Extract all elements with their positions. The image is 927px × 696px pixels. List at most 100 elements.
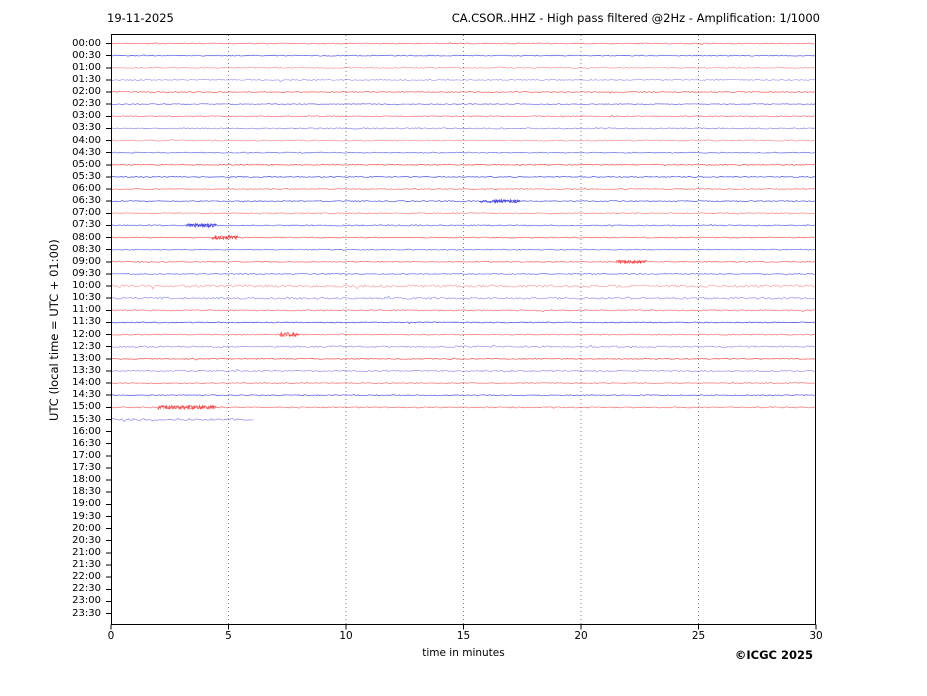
trace-row-04-00 [110,138,817,142]
trace-row-07-00 [110,212,817,216]
trace-row-01-30 [110,78,817,83]
y-tick-label: 16:00 [72,425,101,437]
x-tick-label: 10 [339,630,353,642]
trace-row-06-30 [110,199,817,203]
trace-row-09-30 [110,272,817,276]
y-tick-label: 20:00 [72,522,101,534]
y-tick-label: 21:00 [72,546,101,558]
y-tick-label: 11:30 [72,316,101,328]
trace-row-01-00 [110,66,817,70]
trace-row-14-00 [110,381,817,385]
trace-row-00-30 [110,54,817,57]
y-tick-label: 03:30 [72,122,101,134]
event-burst [185,222,217,229]
y-tick-label: 23:00 [72,595,101,607]
y-tick-label: 12:30 [72,340,101,352]
y-tick-label: 05:00 [72,158,101,170]
y-tick-label: 06:00 [72,183,101,194]
event-burst [157,404,217,411]
y-tick-label: 22:30 [72,583,101,595]
y-tick-label: 02:30 [72,98,101,110]
y-tick-label: 11:00 [72,304,101,316]
trace-row-10-30 [110,295,817,301]
trace-row-12-00 [110,332,817,337]
trace-row-05-30 [110,175,817,179]
trace-row-02-00 [110,91,817,94]
event-burst [279,331,300,338]
x-tick-label: 15 [456,630,471,642]
trace-row-04-30 [110,151,817,154]
y-tick-label: 15:30 [72,413,101,425]
x-tick-label: 0 [107,630,115,642]
trace-row-13-30 [110,368,817,373]
x-tick-label: 5 [225,630,232,642]
trace-row-15-30 [110,417,254,423]
y-tick-label: 07:30 [72,219,101,231]
y-tick-label: 16:30 [72,437,101,449]
y-tick-label: 04:30 [72,146,101,158]
y-tick-label: 01:30 [72,73,101,85]
trace-row-02-30 [110,102,817,106]
x-tick-label: 20 [574,630,588,642]
y-tick-label: 12:00 [72,328,101,340]
trace-row-00-00 [110,42,817,46]
y-tick-label: 05:30 [72,170,101,182]
y-tick-label: 01:00 [72,61,101,73]
y-tick-label: 22:00 [72,571,101,583]
date-label: 19-11-2025 [107,11,174,25]
y-tick-label: 06:30 [72,195,101,207]
trace-row-09-00 [110,260,817,264]
y-tick-label: 13:30 [72,365,101,376]
y-tick-label: 18:00 [72,474,101,486]
y-tick-label: 10:30 [72,292,101,304]
y-axis-tick-labels: 00:00 00:30 01:00 01:30 02:00 02:30 03:00 03:30… [0,0,104,696]
trace-row-12-30 [110,344,817,349]
y-tick-label: 07:00 [72,207,101,219]
chart-title: CA.CSOR..HHZ - High pass filtered @2Hz -… [451,11,820,25]
trace-row-03-00 [110,114,817,118]
x-tick-label: 25 [691,630,706,642]
x-axis-title: time in minutes [422,647,505,659]
y-tick-label: 20:30 [72,534,101,546]
y-tick-label: 09:30 [72,267,101,279]
trace-row-11-30 [110,321,817,325]
y-tick-label: 14:30 [72,389,101,401]
seismogram-traces [110,42,817,423]
y-tick-label: 13:00 [72,352,101,364]
y-tick-label: 17:00 [72,449,101,461]
y-tick-label: 02:00 [72,86,101,97]
y-tick-label: 08:00 [72,231,101,243]
trace-row-11-00 [110,309,817,313]
y-tick-label: 19:30 [72,510,101,522]
y-tick-label: 03:00 [72,110,101,122]
trace-row-03-30 [110,127,817,130]
trace-row-14-30 [110,393,817,397]
event-burst [615,259,647,265]
trace-row-10-00 [110,284,817,290]
y-tick-label: 04:00 [72,134,101,146]
y-tick-label: 23:30 [72,607,101,619]
y-tick-label: 19:00 [72,498,101,510]
y-tick-label: 00:30 [72,49,101,61]
y-tick-label: 00:00 [72,37,101,49]
trace-row-15-00 [110,405,817,410]
y-tick-label: 08:30 [72,243,101,255]
trace-row-07-30 [110,223,817,228]
event-burst [479,198,521,204]
trace-row-06-00 [110,187,817,190]
x-tick-label: 30 [809,630,823,642]
y-tick-label: 09:00 [72,255,101,267]
y-tick-label: 17:30 [72,462,101,473]
copyright-label: ©ICGC 2025 [734,648,813,662]
y-tick-label: 18:30 [72,486,101,498]
axes-frame [106,34,817,630]
trace-row-13-00 [110,357,817,361]
y-tick-label: 10:00 [72,280,101,292]
event-burst [211,234,239,241]
y-tick-label: 15:00 [72,401,101,413]
y-tick-label: 14:00 [72,377,101,389]
y-tick-label: 21:30 [72,559,101,570]
trace-row-05-00 [110,163,817,167]
